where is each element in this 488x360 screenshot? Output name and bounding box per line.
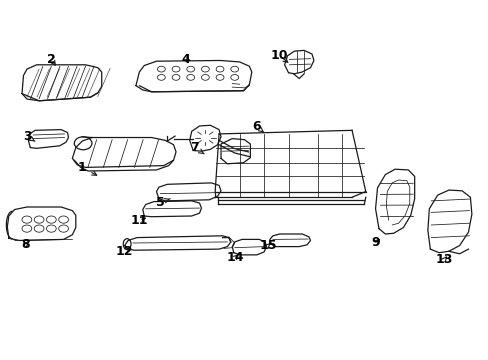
Text: 9: 9 [370, 237, 379, 249]
Text: 7: 7 [190, 141, 203, 154]
Text: 13: 13 [434, 253, 452, 266]
Text: 2: 2 [47, 53, 56, 66]
Text: 10: 10 [270, 49, 288, 62]
Text: 3: 3 [23, 130, 35, 143]
Text: 8: 8 [21, 238, 30, 251]
Text: 15: 15 [259, 239, 276, 252]
Text: 4: 4 [181, 53, 190, 66]
Text: 14: 14 [226, 251, 244, 264]
Text: 1: 1 [78, 161, 97, 175]
Text: 6: 6 [252, 120, 264, 133]
Text: 5: 5 [156, 196, 170, 209]
Text: 12: 12 [116, 245, 133, 258]
Text: 11: 11 [130, 214, 148, 227]
